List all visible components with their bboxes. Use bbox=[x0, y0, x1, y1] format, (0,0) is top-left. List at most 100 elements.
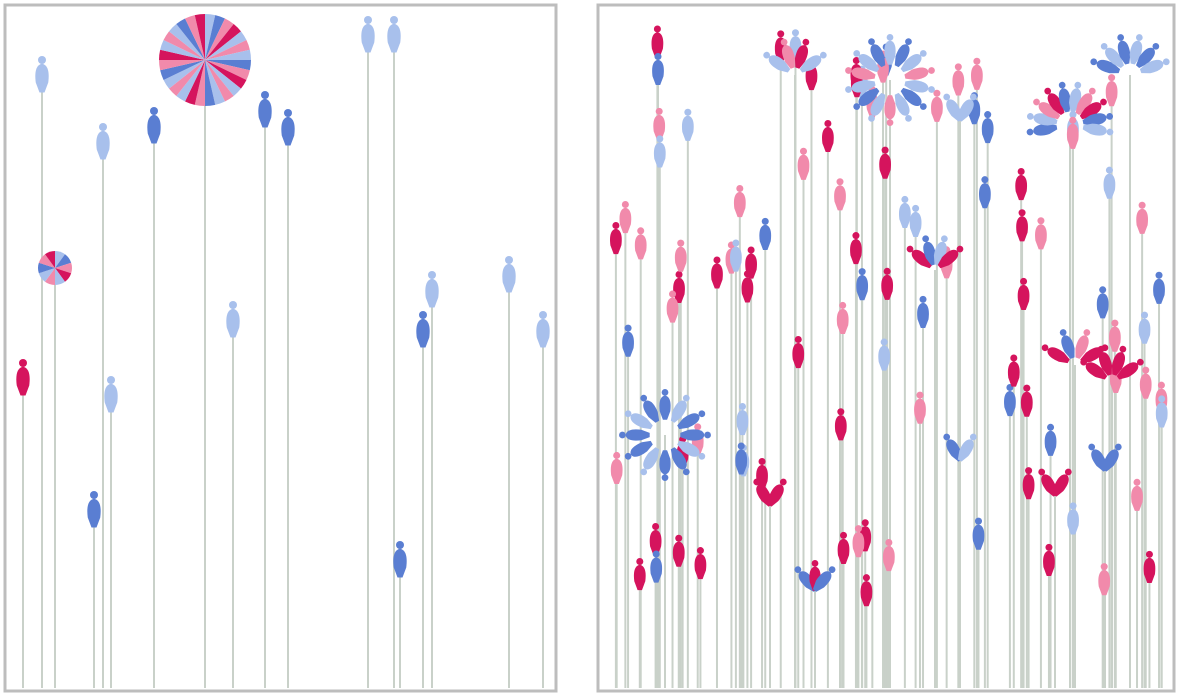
figure-head bbox=[622, 201, 629, 208]
figure-head bbox=[662, 474, 669, 481]
figure-head bbox=[738, 442, 745, 449]
figure-head bbox=[1142, 367, 1149, 374]
figure-head bbox=[428, 271, 436, 279]
figure-head bbox=[859, 268, 866, 275]
figure-head bbox=[840, 532, 847, 539]
flower-people-visualization bbox=[0, 0, 1179, 697]
figure-head bbox=[505, 256, 513, 264]
figure-head bbox=[884, 268, 891, 275]
figure-head bbox=[812, 560, 819, 567]
figure-head bbox=[882, 147, 889, 154]
figure-head bbox=[824, 120, 831, 127]
figure-head bbox=[955, 63, 962, 70]
figure-head bbox=[1146, 551, 1153, 558]
figure-head bbox=[1070, 502, 1077, 509]
figure-head bbox=[654, 53, 661, 60]
figure-head bbox=[1101, 563, 1108, 570]
figure-head bbox=[677, 240, 684, 247]
figure-head bbox=[777, 30, 784, 37]
figure-head bbox=[1019, 209, 1026, 216]
figure-head bbox=[656, 108, 663, 115]
figure-head bbox=[676, 271, 683, 278]
figure-head bbox=[800, 148, 807, 155]
figure-head bbox=[862, 519, 869, 526]
figure-head bbox=[1158, 395, 1165, 402]
figure-head bbox=[1018, 168, 1025, 175]
figure-head bbox=[887, 119, 894, 126]
figure-head bbox=[1099, 286, 1106, 293]
figure-head bbox=[1010, 354, 1017, 361]
figure-head bbox=[1020, 278, 1027, 285]
figure-head bbox=[284, 109, 292, 117]
figure-head bbox=[759, 458, 766, 465]
figure-head bbox=[637, 227, 644, 234]
figure-head bbox=[539, 311, 547, 319]
figure-head bbox=[1111, 320, 1118, 327]
figure-head bbox=[795, 336, 802, 343]
figure-head bbox=[1045, 544, 1052, 551]
figure-head bbox=[364, 16, 372, 24]
figure-head bbox=[38, 56, 46, 64]
figure-head bbox=[419, 311, 427, 319]
figure-head bbox=[837, 408, 844, 415]
figure-head bbox=[981, 176, 988, 183]
figure-head bbox=[107, 376, 115, 384]
figure-head bbox=[669, 291, 676, 298]
figure-head bbox=[150, 107, 158, 115]
figure-head bbox=[675, 535, 682, 542]
figure-head bbox=[99, 123, 107, 131]
figure-head bbox=[396, 541, 404, 549]
figure-head bbox=[625, 325, 632, 332]
figure-head bbox=[1155, 272, 1162, 279]
figure-head bbox=[636, 558, 643, 565]
figure-head bbox=[1158, 382, 1165, 389]
figure-head bbox=[1037, 217, 1044, 224]
figure-head bbox=[229, 301, 237, 309]
figure-head bbox=[975, 518, 982, 525]
figure-head bbox=[1025, 467, 1032, 474]
figure-head bbox=[1106, 167, 1113, 174]
figure-head bbox=[732, 240, 739, 247]
figure-head bbox=[920, 296, 927, 303]
figure-head bbox=[887, 34, 894, 41]
figure-head bbox=[654, 25, 661, 32]
figure-head bbox=[855, 525, 862, 532]
figure-head bbox=[863, 574, 870, 581]
figure-head bbox=[652, 523, 659, 530]
figure-head bbox=[1047, 424, 1054, 431]
figure-head bbox=[1139, 202, 1146, 209]
figure-head bbox=[612, 222, 619, 229]
figure-head bbox=[1134, 479, 1141, 486]
figure-head bbox=[1141, 312, 1148, 319]
figure-head bbox=[697, 547, 704, 554]
figure-head bbox=[619, 432, 626, 439]
figure-head bbox=[762, 218, 769, 225]
figure-head bbox=[704, 432, 711, 439]
figure-head bbox=[739, 403, 746, 410]
figure-head bbox=[694, 423, 701, 430]
figure-head bbox=[736, 185, 743, 192]
figure-head bbox=[656, 135, 663, 142]
figure-head bbox=[839, 302, 846, 309]
figure-head bbox=[792, 29, 799, 36]
figure-head bbox=[852, 232, 859, 239]
figure-head bbox=[748, 246, 755, 253]
left-panel bbox=[5, 5, 556, 691]
figure-head bbox=[684, 109, 691, 116]
figure-head bbox=[713, 256, 720, 263]
figure-head bbox=[261, 91, 269, 99]
figure-head bbox=[653, 551, 660, 558]
figure-head bbox=[901, 196, 908, 203]
figure-head bbox=[1108, 74, 1115, 81]
figure-head bbox=[836, 178, 843, 185]
figure-head bbox=[885, 539, 892, 546]
figure-head bbox=[613, 452, 620, 459]
figure-head bbox=[984, 111, 991, 118]
figure-head bbox=[1069, 117, 1076, 124]
figure-head bbox=[912, 205, 919, 212]
figure-head bbox=[973, 58, 980, 65]
figure-head bbox=[662, 389, 669, 396]
figure-head bbox=[90, 491, 98, 499]
figure-head bbox=[390, 16, 398, 24]
figure-head bbox=[1023, 385, 1030, 392]
